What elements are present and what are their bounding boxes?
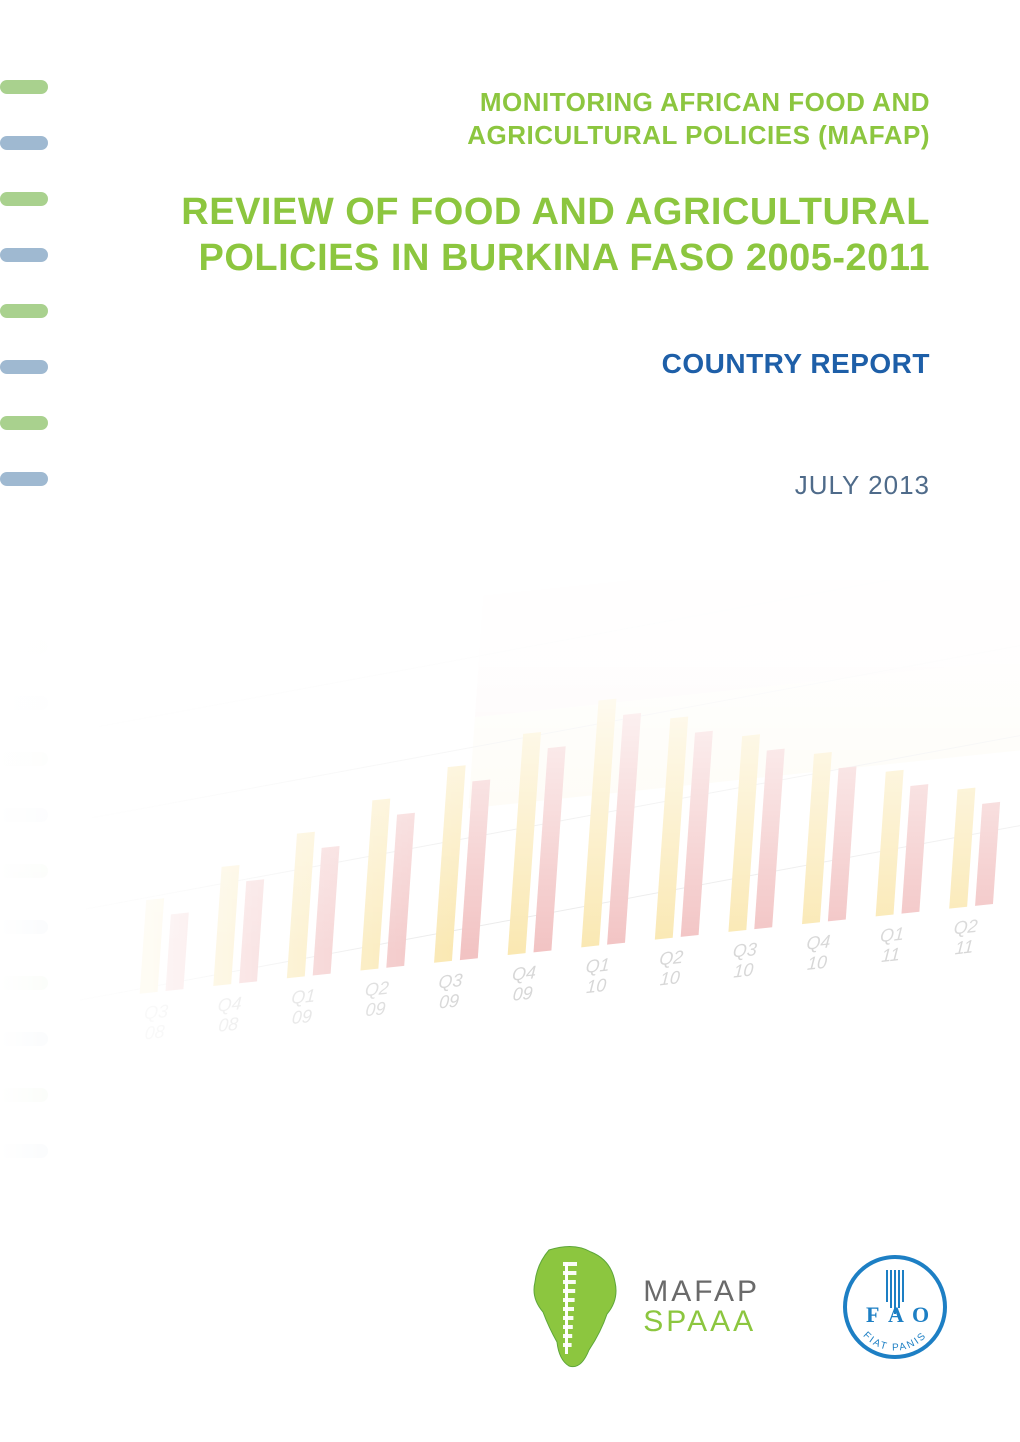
spiral-tick	[0, 360, 48, 374]
subtitle-line2: AGRICULTURAL POLICIES (MAFAP)	[467, 120, 930, 150]
spiral-tick	[0, 136, 48, 150]
report-title: REVIEW OF FOOD AND AGRICULTURAL POLICIES…	[181, 190, 930, 281]
report-cover: MONITORING AFRICAN FOOD AND AGRICULTURAL…	[0, 0, 1020, 1442]
programme-subtitle: MONITORING AFRICAN FOOD AND AGRICULTURAL…	[467, 86, 930, 151]
report-type-label: COUNTRY REPORT	[662, 348, 930, 380]
spiral-tick	[0, 416, 48, 430]
spiral-tick	[0, 248, 48, 262]
title-line1: REVIEW OF FOOD AND AGRICULTURAL	[181, 191, 930, 233]
spiral-tick	[0, 304, 48, 318]
spiral-tick	[0, 192, 48, 206]
africa-icon	[519, 1242, 629, 1372]
svg-text:Q109: Q109	[289, 985, 316, 1028]
svg-text:Q410: Q410	[804, 931, 831, 974]
fao-logo-icon: FAOFIAT PANIS	[840, 1252, 950, 1362]
subtitle-line1: MONITORING AFRICAN FOOD AND	[480, 87, 930, 117]
report-date: JULY 2013	[795, 470, 930, 501]
svg-text:Q309: Q309	[436, 970, 463, 1013]
svg-text:Q308: Q308	[142, 1001, 169, 1044]
logo-row: MAFAP SPAAA FAOFIAT PANIS	[0, 1242, 950, 1372]
svg-text:Q408: Q408	[216, 993, 243, 1036]
svg-text:Q409: Q409	[510, 962, 537, 1005]
svg-text:Q210: Q210	[657, 947, 684, 990]
svg-text:O: O	[912, 1302, 929, 1327]
svg-text:Q111: Q111	[878, 923, 905, 966]
spiral-tick	[0, 80, 48, 94]
chart-svg: 0%20%40%60%Q308Q408Q109Q209Q309Q409Q110Q…	[0, 580, 1020, 1240]
svg-text:Q310: Q310	[731, 939, 758, 982]
svg-text:F: F	[866, 1302, 879, 1327]
svg-text:Q209: Q209	[363, 978, 390, 1021]
background-chart: 0%20%40%60%Q308Q408Q109Q209Q309Q409Q110Q…	[0, 520, 1020, 1240]
svg-text:Q110: Q110	[584, 954, 611, 997]
mafap-logo: MAFAP SPAAA	[519, 1242, 760, 1372]
title-line2: POLICIES IN BURKINA FASO 2005-2011	[199, 237, 931, 279]
svg-text:A: A	[888, 1302, 904, 1327]
spiral-tick	[0, 472, 48, 486]
svg-text:Q211: Q211	[952, 916, 979, 959]
mafap-logo-text: MAFAP SPAAA	[643, 1277, 760, 1337]
